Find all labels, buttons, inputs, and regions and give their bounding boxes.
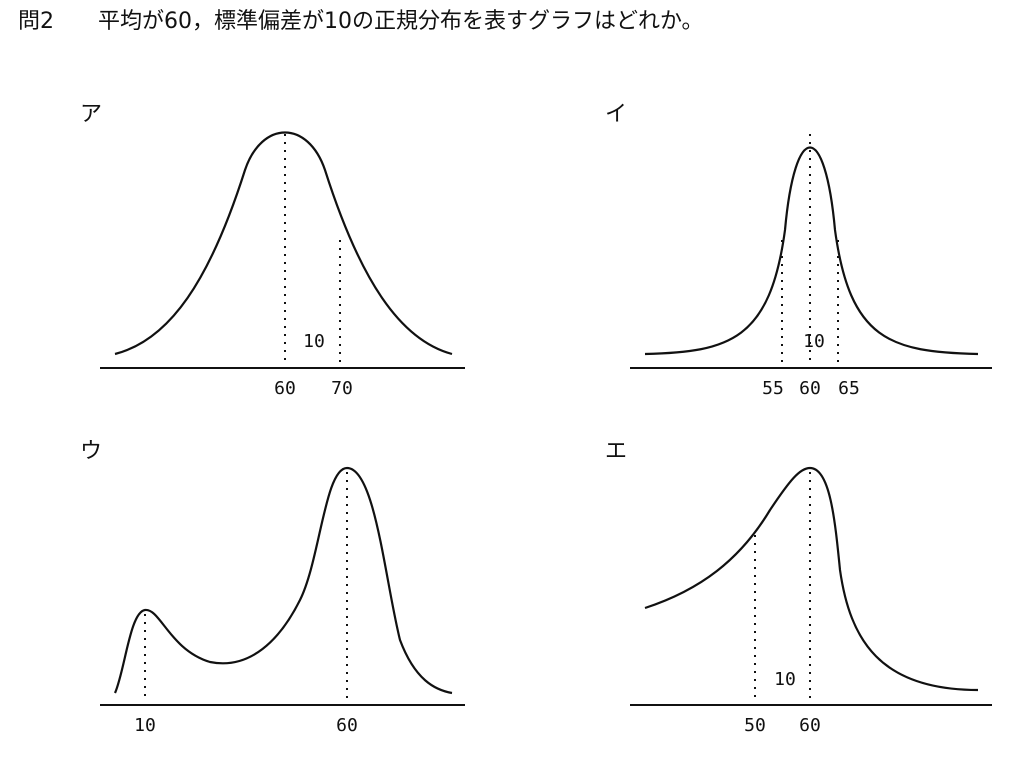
curve xyxy=(114,131,453,356)
graph-label: ア xyxy=(80,102,102,127)
annotation: 10 xyxy=(303,331,325,352)
axis-label: 60 xyxy=(799,715,821,736)
curve xyxy=(644,146,979,356)
axis-label: 50 xyxy=(744,715,766,736)
annotation: 10 xyxy=(774,669,796,690)
annotation: 10 xyxy=(803,331,825,352)
axis-label: 70 xyxy=(331,378,353,399)
question-text: 平均が60，標準偏差が10の正規分布を表すグラフはどれか。 xyxy=(98,9,704,34)
axis-label: 60 xyxy=(799,378,821,399)
curve xyxy=(644,466,979,692)
graph-label: ウ xyxy=(80,439,102,464)
graph-label: イ xyxy=(605,102,627,127)
curve xyxy=(113,466,453,695)
axis-label: 60 xyxy=(274,378,296,399)
axis-label: 10 xyxy=(134,715,156,736)
axis-label: 65 xyxy=(838,378,860,399)
graph-label: エ xyxy=(605,439,627,464)
axis-label: 55 xyxy=(762,378,784,399)
axis-label: 60 xyxy=(336,715,358,736)
question-number: 問2 xyxy=(18,9,54,34)
